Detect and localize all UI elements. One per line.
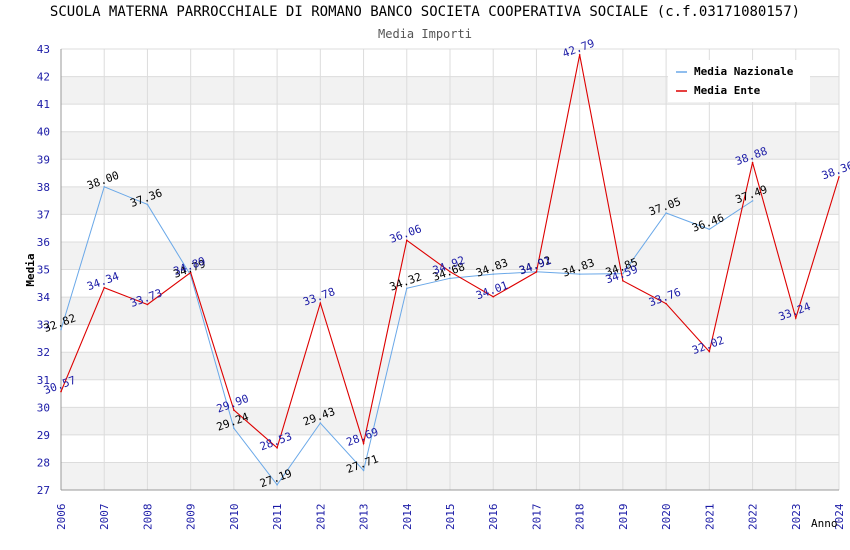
data-point	[708, 228, 711, 231]
y-tick-label: 42	[37, 71, 50, 84]
y-tick-label: 37	[37, 208, 50, 221]
y-tick-label: 32	[37, 346, 50, 359]
data-point	[492, 273, 495, 275]
x-tick-label: 2020	[660, 504, 673, 531]
x-tick-label: 2011	[271, 504, 284, 531]
y-tick-label: 41	[37, 98, 50, 111]
x-tick-label: 2007	[98, 504, 111, 531]
data-point	[405, 287, 408, 290]
data-point	[276, 447, 278, 449]
y-tick-label: 38	[37, 181, 50, 194]
y-axis-label: Media	[24, 253, 37, 286]
data-point	[405, 239, 408, 242]
y-tick-label: 36	[37, 236, 50, 249]
legend: Media Nazionale Media Ente	[668, 60, 810, 102]
y-tick-label: 35	[37, 264, 50, 277]
x-tick-label: 2023	[790, 504, 803, 531]
y-tick-label: 43	[37, 43, 50, 56]
y-tick-label: 34	[37, 291, 51, 304]
x-tick-label: 2017	[530, 504, 543, 531]
y-tick-labels: 27 28 29 30 31 32 33 34 35 36 37 38 39 40 41 42 43	[37, 43, 51, 497]
x-tick-label: 2022	[747, 504, 760, 531]
y-tick-label: 31	[37, 374, 50, 387]
data-point	[578, 53, 581, 56]
data-point	[60, 328, 62, 331]
x-tick-label: 2014	[401, 503, 414, 530]
chart-title: SCUOLA MATERNA PARROCCHIALE DI ROMANO BA…	[49, 4, 801, 20]
y-tick-label: 40	[37, 126, 50, 139]
data-point	[449, 270, 451, 273]
data-point	[362, 469, 365, 472]
data-point	[276, 483, 278, 486]
data-point	[708, 350, 711, 353]
legend-label-nazionale: Media Nazionale	[694, 65, 794, 78]
data-point	[622, 272, 624, 275]
y-tick-label: 39	[37, 153, 50, 166]
data-point	[319, 302, 322, 304]
y-tick-label: 30	[37, 401, 50, 414]
x-tick-label: 2021	[703, 504, 716, 531]
data-point	[103, 186, 106, 188]
x-tick-label: 2013	[358, 504, 371, 531]
data-point	[492, 295, 495, 298]
legend-box	[668, 60, 810, 102]
data-point	[146, 203, 149, 206]
data-point	[319, 422, 322, 424]
data-point	[665, 212, 667, 214]
x-tick-label: 2012	[314, 504, 327, 531]
x-tick-label: 2019	[617, 504, 630, 531]
x-tick-label: 2009	[185, 504, 198, 531]
data-point	[665, 302, 667, 305]
data-point	[60, 390, 62, 393]
axes	[60, 49, 839, 491]
y-tick-label: 33	[37, 319, 50, 332]
data-point	[751, 200, 754, 202]
data-point	[838, 176, 840, 178]
data-point	[362, 442, 365, 445]
x-tick-label: 2006	[55, 504, 68, 531]
data-point	[146, 303, 149, 306]
y-tick-label: 28	[37, 456, 50, 469]
x-tick-label: 2010	[228, 504, 241, 531]
data-point	[751, 161, 754, 164]
y-tick-label: 27	[37, 484, 50, 497]
x-tick-label: 2015	[444, 504, 457, 531]
x-axis-label: Anno	[811, 517, 838, 530]
x-tick-labels: 2006 2007 2008 2009 2010 2011 2012 2013 2014 2015…	[55, 503, 846, 530]
x-tick-label: 2024	[833, 503, 846, 530]
x-tick-label: 2016	[487, 504, 500, 531]
data-point	[449, 277, 451, 280]
x-tick-label: 2018	[574, 504, 587, 531]
data-point	[233, 409, 235, 411]
y-tick-label: 29	[37, 429, 50, 442]
data-point	[794, 317, 797, 319]
gridlines	[60, 48, 840, 491]
legend-label-ente: Media Ente	[694, 84, 761, 97]
data-point	[535, 271, 538, 273]
x-tick-label: 2008	[141, 504, 154, 531]
chart-subtitle: Media Importi	[378, 27, 472, 41]
data-point	[103, 286, 106, 289]
data-point	[622, 280, 624, 282]
series-lines	[60, 53, 840, 486]
data-point	[233, 427, 235, 430]
data-point	[578, 273, 581, 275]
data-point	[189, 271, 192, 274]
